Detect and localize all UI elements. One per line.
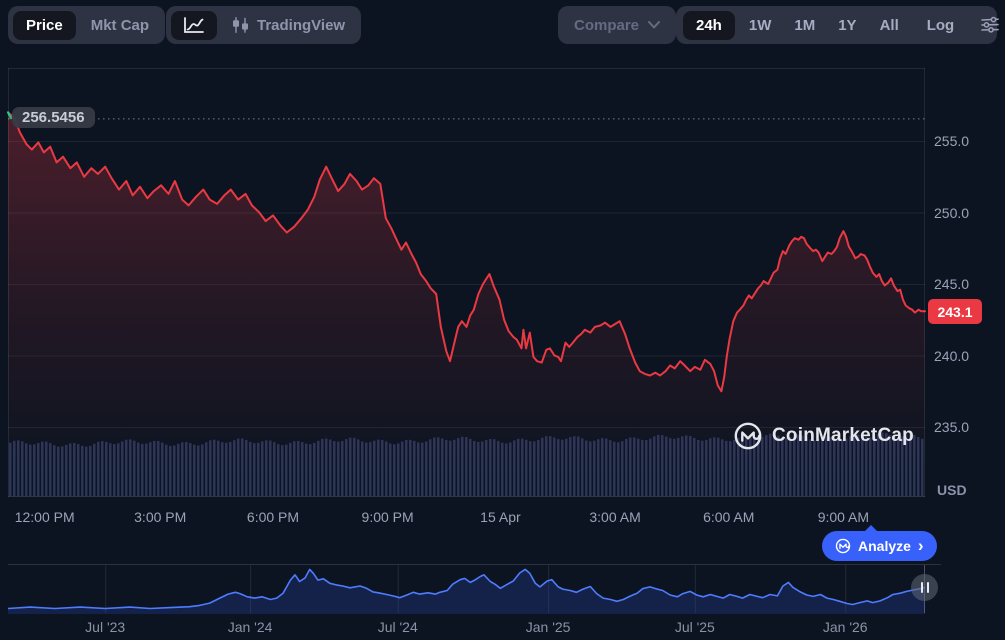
y-axis-label: 245.0 [934, 276, 970, 292]
y-axis-label: 240.0 [934, 347, 970, 364]
price-tab[interactable]: Price [13, 10, 76, 40]
x-axis-label: 6:00 PM [246, 509, 300, 525]
navigator-date-label: Jul '25 [674, 619, 715, 635]
navigator-minimap[interactable] [7, 564, 941, 615]
compare-button[interactable]: Compare [558, 6, 677, 44]
open-price-label: 256.5456 [12, 107, 95, 129]
navigator-handle[interactable] [911, 574, 938, 601]
range-24h[interactable]: 24h [683, 10, 735, 40]
chart-settings-button[interactable] [973, 11, 1005, 40]
x-axis-label: 3:00 PM [134, 509, 187, 525]
x-axis-label: 6:00 AM [703, 509, 755, 525]
x-axis-label: 3:00 AM [589, 509, 641, 525]
timeframe-group: 24h 1W 1M 1Y All Log [676, 6, 1000, 44]
chevron-down-icon [648, 21, 661, 29]
compare-label: Compare [574, 16, 640, 34]
y-axis-label: 255.0 [934, 133, 970, 149]
tradingview-label: TradingView [257, 16, 346, 34]
x-axis-label: 12:00 PM [14, 509, 75, 525]
range-buttons: 24h 1W 1M 1Y All [683, 10, 908, 40]
navigator-date-label: Jan '24 [227, 619, 273, 635]
chevron-right-icon: › [917, 536, 924, 555]
range-all[interactable]: All [871, 11, 908, 40]
y-axis-label: 235.0 [934, 419, 970, 435]
watermark-text: CoinMarketCap [772, 425, 914, 446]
candlestick-icon [233, 17, 248, 33]
watermark: CoinMarketCap [733, 421, 914, 451]
navigator-date-label: Jan '25 [525, 619, 571, 635]
chart-borders [8, 68, 925, 497]
mktcap-tab[interactable]: Mkt Cap [80, 11, 160, 40]
x-axis-label: 9:00 AM [817, 509, 870, 525]
x-axis-label: 15 Apr [480, 509, 521, 525]
range-1w[interactable]: 1W [740, 11, 781, 40]
y-axis-unit: USD [937, 482, 967, 498]
navigator-date-label: Jan '26 [822, 619, 868, 635]
log-scale-button[interactable]: Log [918, 11, 964, 40]
tradingview-tab[interactable]: TradingView [221, 11, 356, 40]
analyze-logo-icon [835, 538, 851, 554]
x-axis-label: 9:00 PM [361, 509, 414, 525]
y-axis-label: 250.0 [934, 204, 970, 221]
price-mktcap-toggle: Price Mkt Cap [8, 6, 166, 44]
navigator-date-label: Jul '24 [377, 619, 418, 635]
analyze-button[interactable]: Analyze › [822, 525, 937, 561]
range-1y[interactable]: 1Y [829, 11, 865, 40]
line-chart-tab[interactable] [171, 10, 217, 40]
sliders-icon [981, 16, 1000, 33]
last-price-badge: 243.1 [928, 299, 982, 325]
analyze-label: Analyze [858, 538, 911, 554]
chart-type-toggle: TradingView [166, 6, 362, 44]
price-series [6, 111, 926, 498]
line-chart-icon [184, 16, 204, 33]
navigator-date-label: Jul '23 [85, 619, 126, 635]
coinmarketcap-logo-icon [734, 422, 762, 450]
range-1m[interactable]: 1M [785, 11, 824, 40]
